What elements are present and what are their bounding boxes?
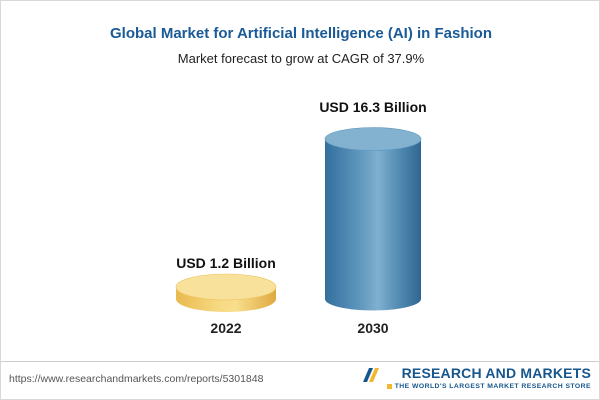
bar-2030-cylinder (324, 127, 422, 311)
chart-subtitle: Market forecast to grow at CAGR of 37.9% (177, 51, 425, 66)
category-label-2030: 2030 (357, 320, 389, 336)
footer-divider (1, 361, 599, 362)
value-label-2022: USD 1.2 Billion (176, 255, 276, 271)
value-label-2030: USD 16.3 Billion (319, 99, 427, 115)
brand-name: RESEARCH AND MARKETS (401, 365, 591, 381)
chart-title: Global Market for Artificial Intelligenc… (110, 25, 492, 42)
brand-mark-icon (362, 368, 379, 382)
brand-logo: RESEARCH AND MARKETS THE WORLD'S LARGEST… (360, 365, 591, 390)
tagline-square-icon (386, 384, 392, 389)
bar-2022-cylinder (175, 273, 277, 312)
brand-tagline: THE WORLD'S LARGEST MARKET RESEARCH STOR… (394, 383, 591, 390)
report-url: https://www.researchandmarkets.com/repor… (9, 373, 264, 385)
category-label-2022: 2022 (210, 320, 242, 336)
